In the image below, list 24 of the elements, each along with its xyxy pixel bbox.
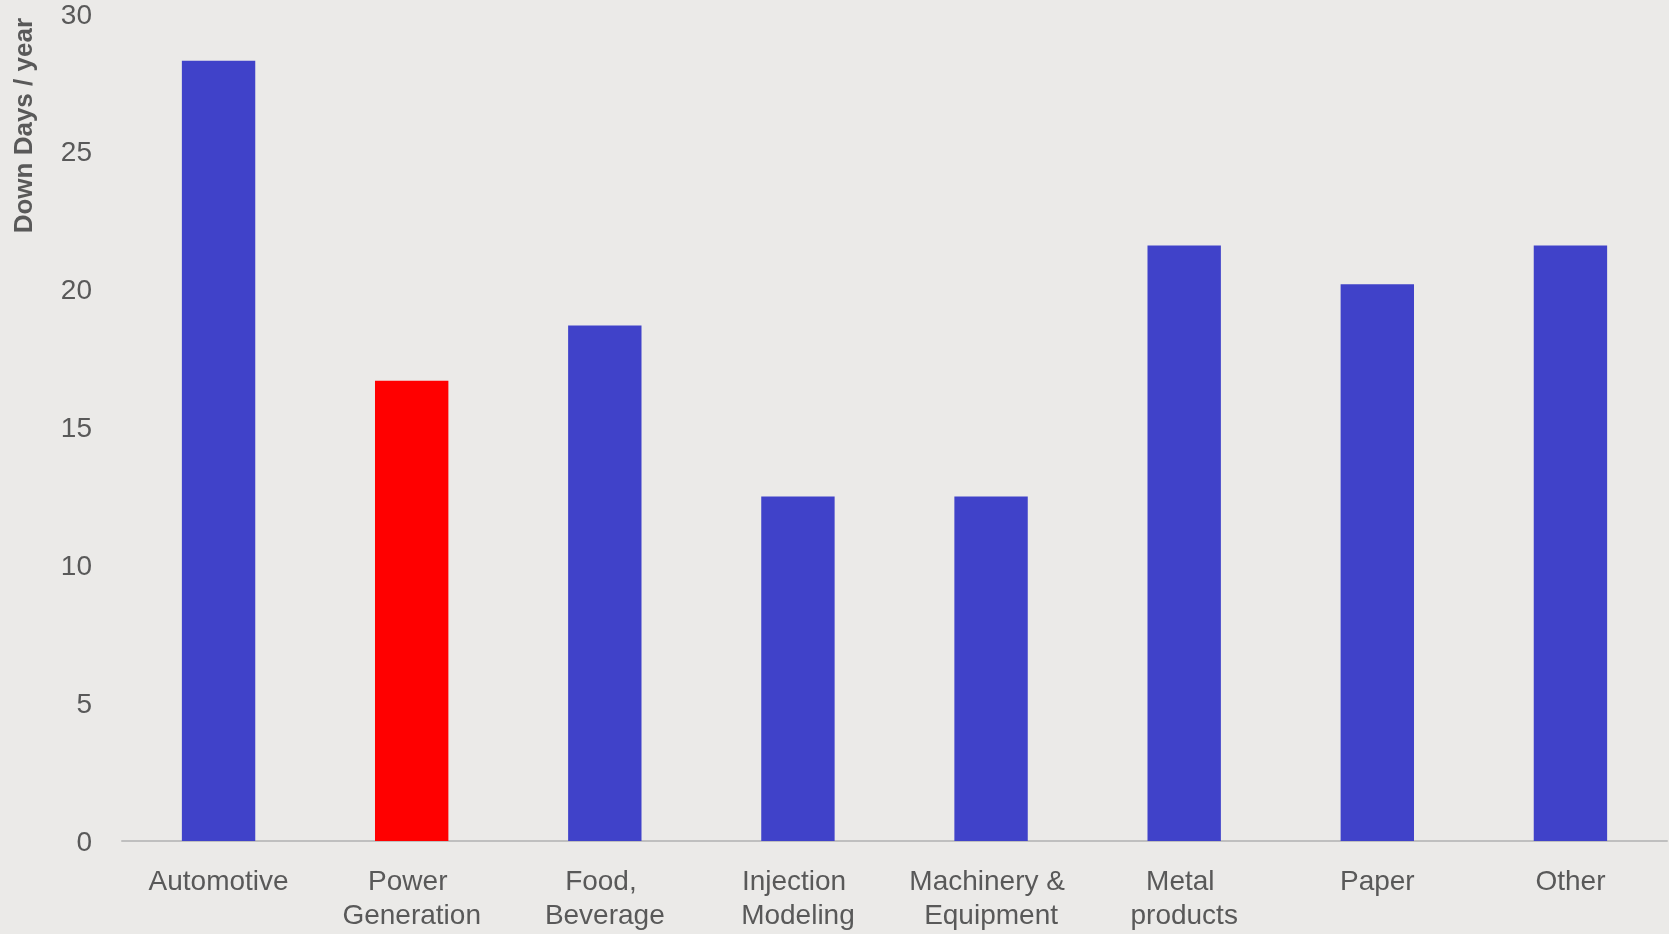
bar: [374, 380, 449, 841]
bar: [1340, 284, 1415, 841]
y-tick-label: 0: [76, 825, 92, 857]
y-tick-label: 20: [60, 274, 92, 306]
bar: [1533, 245, 1608, 841]
y-tick-label: 10: [60, 549, 92, 581]
x-tick-label: Metal products: [1130, 864, 1238, 930]
bar: [954, 496, 1028, 841]
x-tick-label: Automotive: [148, 864, 289, 896]
x-tick-label: Other: [1535, 864, 1606, 896]
x-tick-label: Machinery & Equipment: [909, 864, 1073, 930]
x-tick-label: Paper: [1339, 864, 1415, 896]
bar: [568, 325, 642, 841]
y-tick-label: 25: [60, 136, 92, 168]
y-tick-label: 5: [76, 687, 92, 719]
bar: [1147, 245, 1221, 841]
y-tick-label: 15: [60, 412, 92, 443]
bar: [761, 496, 835, 841]
bar: [181, 60, 256, 841]
x-tick-label: Injection Modeling: [741, 864, 855, 930]
y-axis-title: Down Days / year: [8, 18, 38, 234]
y-tick-label: 30: [60, 0, 92, 30]
x-tick-label: Power Generation: [342, 864, 481, 930]
x-tick-label: Food, Beverage: [544, 864, 665, 930]
